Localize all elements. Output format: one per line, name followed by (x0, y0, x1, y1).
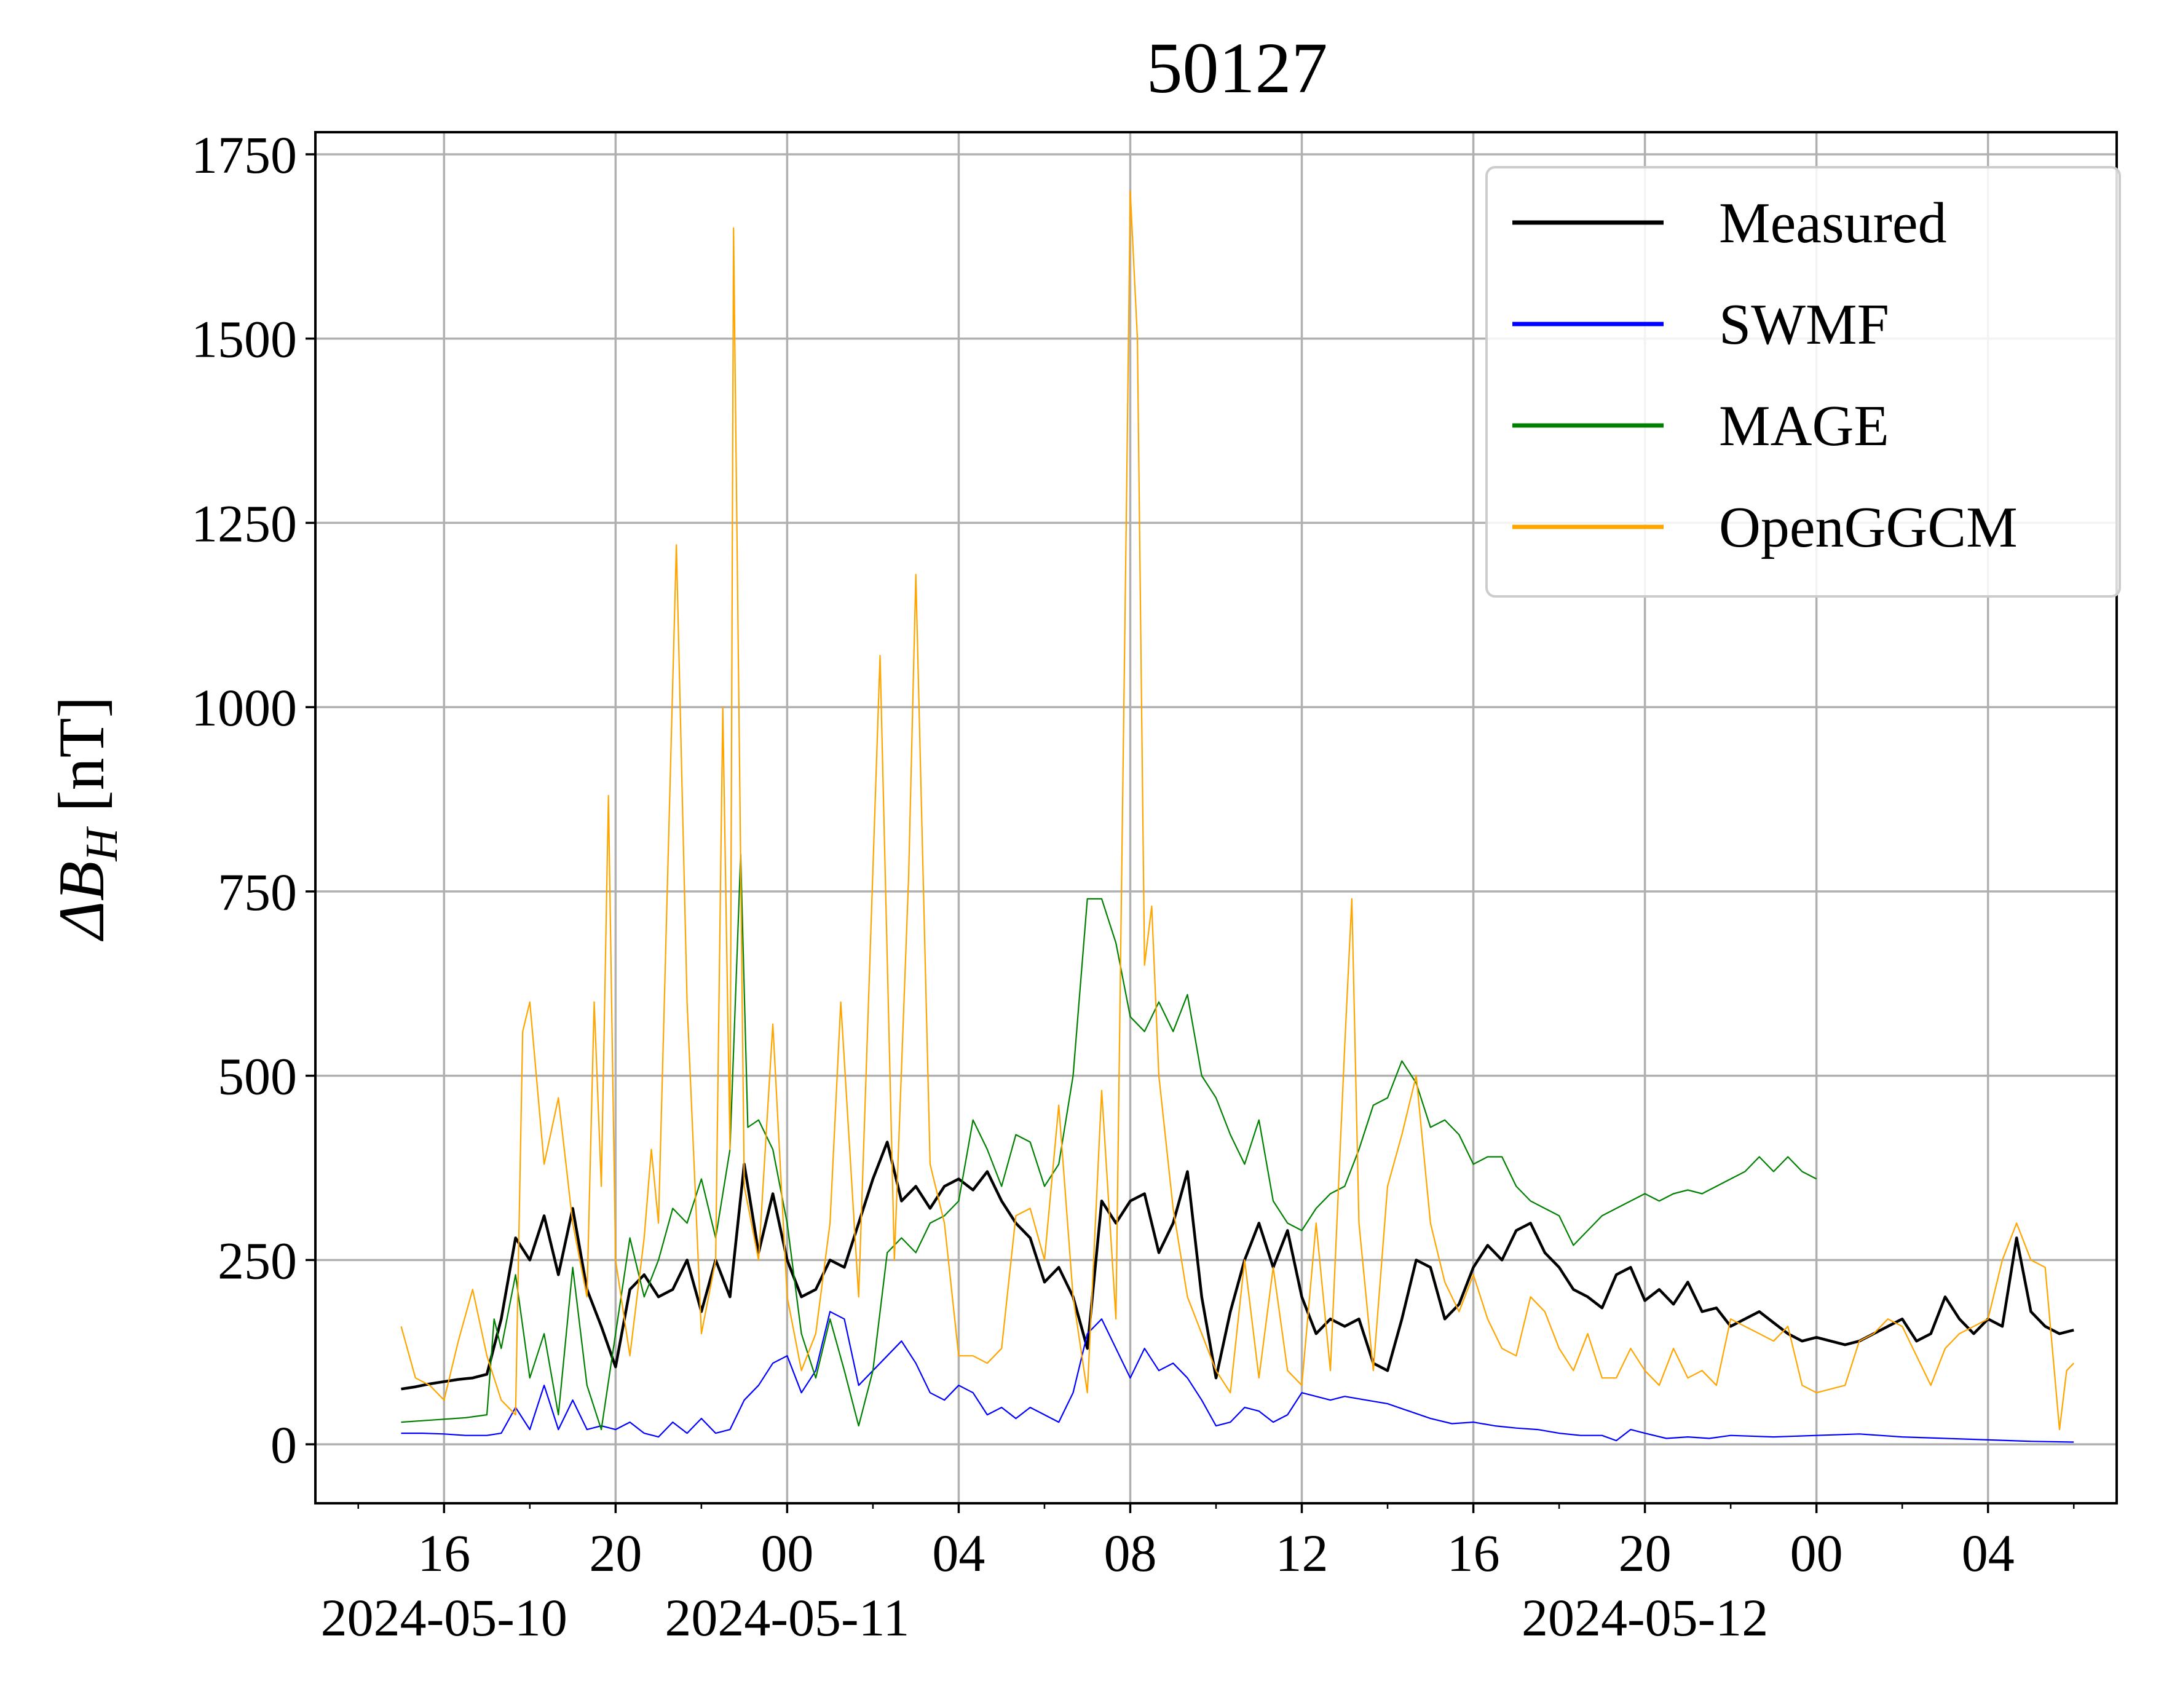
legend-box (1485, 166, 2121, 598)
series-line-swmf (401, 1311, 2074, 1443)
x-date-label: 2024-05-11 (665, 1588, 909, 1647)
x-tick-label: 12 (1276, 1524, 1329, 1583)
y-tick-label: 1000 (191, 678, 297, 737)
legend: Measured SWMF MAGE OpenGGCM (1485, 166, 2121, 598)
x-date-label: 2024-05-10 (321, 1588, 567, 1647)
x-tick-label: 00 (760, 1524, 813, 1583)
legend-label: SWMF (1719, 293, 1889, 357)
series-line-openggcm (400, 190, 2074, 1431)
legend-label: MAGE (1719, 394, 1889, 458)
y-axis-label-unit: [nT] (45, 696, 117, 828)
x-tick-label: 04 (1962, 1524, 2015, 1583)
x-tick-label: 20 (1619, 1524, 1672, 1583)
x-tick-label: 16 (417, 1524, 470, 1583)
series-line-measured (401, 1141, 2074, 1391)
x-tick-label: 16 (1447, 1524, 1500, 1583)
x-tick-label: 04 (932, 1524, 985, 1583)
y-tick-label: 250 (218, 1231, 297, 1290)
x-tick-label: 08 (1104, 1524, 1156, 1583)
legend-label: OpenGGCM (1719, 496, 2018, 559)
y-tick-label: 500 (218, 1047, 297, 1106)
y-tick-label: 1750 (191, 125, 297, 184)
y-axis-label-subscript: H (77, 826, 127, 862)
y-axis-label: ΔBH [nT] (45, 696, 127, 941)
y-axis: 0 250 500 750 1000 1250 1500 1750 (191, 125, 315, 1474)
y-axis-label-main: ΔB (45, 861, 117, 942)
x-date-label: 2024-05-12 (1522, 1588, 1768, 1647)
chart-title: 50127 (1147, 28, 1328, 108)
y-tick-label: 1250 (191, 494, 297, 553)
series-line-mage (401, 853, 1817, 1431)
series-lines (400, 190, 2074, 1443)
x-tick-label: 00 (1790, 1524, 1843, 1583)
x-tick-label: 20 (589, 1524, 642, 1583)
y-tick-label: 750 (218, 863, 297, 922)
y-tick-label: 1500 (191, 310, 297, 369)
y-tick-label: 0 (271, 1415, 297, 1474)
legend-label: Measured (1719, 191, 1947, 255)
